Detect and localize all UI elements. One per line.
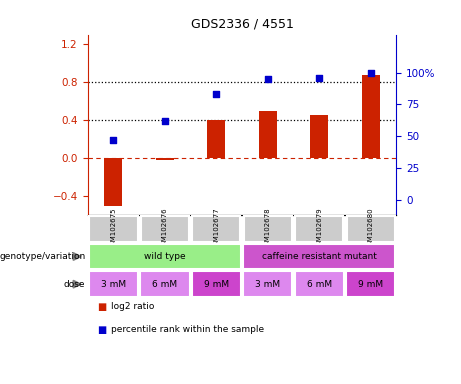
Text: genotype/variation: genotype/variation [0,252,85,261]
Bar [362,75,380,158]
Text: GSM102677: GSM102677 [213,207,219,250]
Text: percentile rank within the sample: percentile rank within the sample [111,325,264,334]
Text: GSM102678: GSM102678 [265,207,271,250]
Bar [89,216,137,242]
Point [315,75,323,81]
Point [264,76,272,82]
Point [110,137,117,143]
Bar [140,271,189,297]
Text: ■: ■ [97,302,106,312]
Text: GSM102676: GSM102676 [162,207,168,250]
Bar [141,216,189,242]
Bar [89,271,138,297]
Point [367,70,374,76]
Bar [243,244,396,269]
Bar [295,216,343,242]
Text: 9 mM: 9 mM [204,280,229,289]
Bar [192,271,241,297]
Text: GSM102675: GSM102675 [110,208,116,250]
Bar [347,216,395,242]
Bar [156,158,174,160]
Text: log2 ratio: log2 ratio [111,302,154,311]
Text: 3 mM: 3 mM [101,280,126,289]
Bar [243,271,292,297]
Bar [207,120,225,158]
Bar [310,115,328,158]
Bar [192,216,241,242]
Text: dose: dose [64,280,85,289]
Text: ■: ■ [97,325,106,335]
Text: wild type: wild type [144,252,186,261]
Bar [89,244,241,269]
Text: 6 mM: 6 mM [152,280,177,289]
Point [161,118,168,124]
Text: 6 mM: 6 mM [307,280,332,289]
Text: GSM102680: GSM102680 [368,207,374,250]
Text: 3 mM: 3 mM [255,280,280,289]
Bar [295,271,344,297]
Bar [243,216,292,242]
Text: GDS2336 / 4551: GDS2336 / 4551 [190,17,294,30]
Point [213,91,220,98]
Bar [259,111,277,158]
Text: caffeine resistant mutant: caffeine resistant mutant [262,252,377,261]
Bar [104,158,122,205]
Bar [346,271,396,297]
Text: 9 mM: 9 mM [358,280,383,289]
Text: GSM102679: GSM102679 [316,207,322,250]
